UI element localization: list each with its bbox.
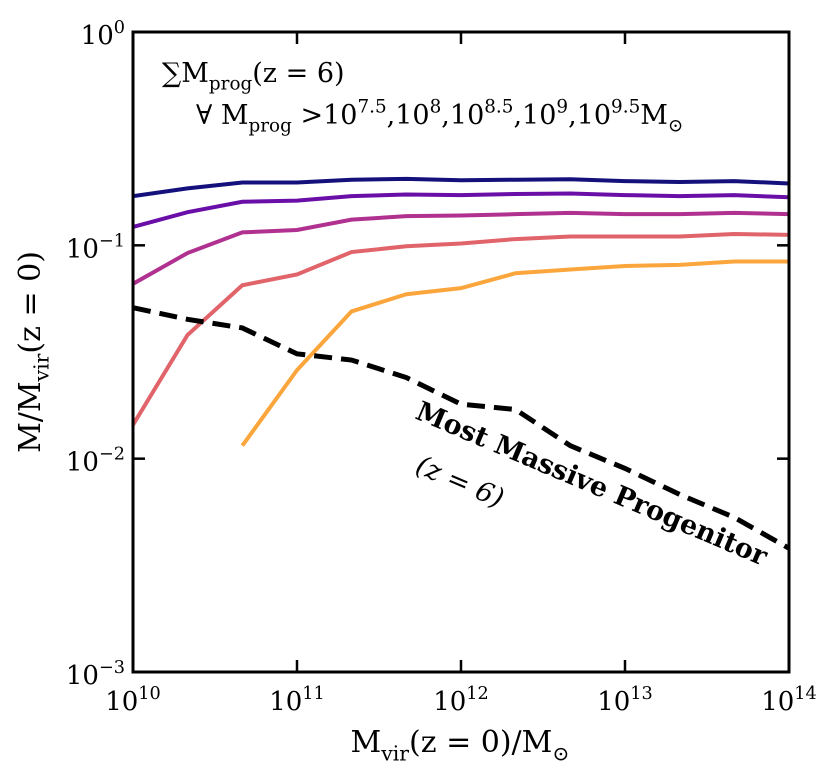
series-line [240,259,789,447]
x-tick-label: 1011 [269,684,325,717]
series-line [133,191,789,229]
legend-entry: 108.5 [450,97,514,131]
y-tick-label: 10−1 [66,231,125,264]
x-tick-label: 1014 [761,684,817,717]
y-axis-label: M/Mvir(z = 0) [13,251,53,453]
legend-separator: , [568,100,577,131]
plot-frame [131,30,791,674]
legend-entry: 109.5 [577,97,641,131]
legend-separator: , [387,100,396,131]
x-tick-label: 1010 [105,684,161,717]
legend-separator: , [513,100,522,131]
annotation: ∀ Mprog > [196,100,323,137]
x-tick-label: 1013 [597,684,653,717]
annotation: (z = 6) [411,450,508,515]
annotation: ∑Mprog(z = 6) [162,58,345,95]
series-line [133,232,789,426]
legend-entry: 109 [522,97,568,131]
legend-separator: , [441,100,450,131]
x-axis-label: Mvir(z = 0)/M⊙ [351,725,570,765]
series-line [133,176,789,199]
legend-entry: 108 [395,97,441,131]
series-line [133,210,789,286]
x-tick-label: 1012 [433,684,489,717]
y-tick-label: 10−3 [66,658,125,691]
annotation: M⊙ [640,100,683,137]
y-tick-label: 100 [81,18,125,51]
series-line [133,305,789,551]
y-tick-label: 10−2 [66,445,125,478]
legend-entry: 107.5 [323,97,387,131]
